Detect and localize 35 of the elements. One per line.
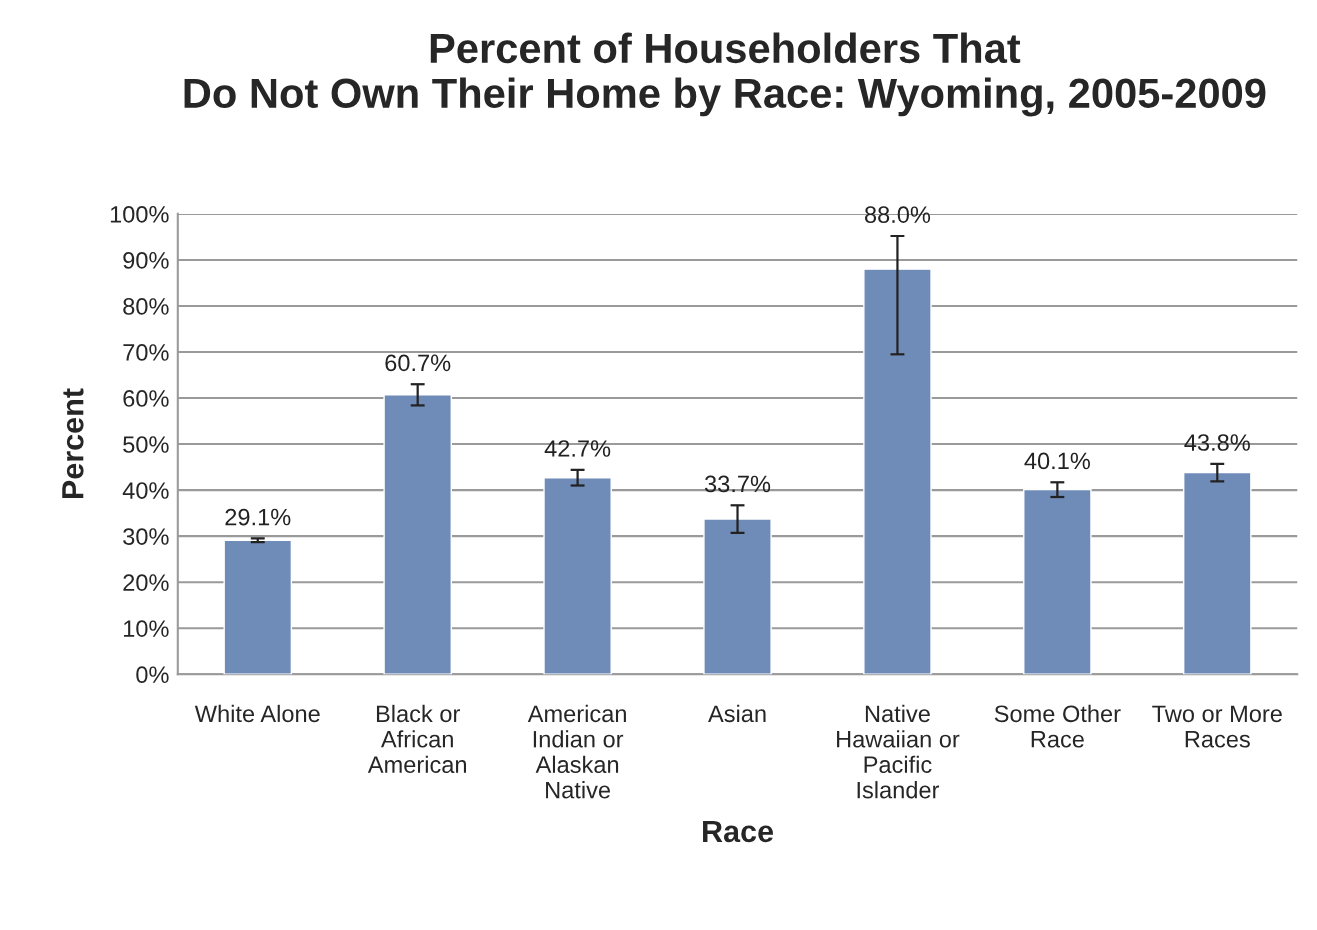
data-label: 42.7% — [544, 440, 611, 457]
bar — [223, 539, 293, 675]
bar — [703, 518, 772, 675]
bar — [863, 268, 932, 675]
x-tick-label: Two or More Races — [1152, 705, 1282, 748]
y-tick-label: 10% — [124, 620, 169, 637]
x-axis-title: Race — [703, 820, 773, 843]
y-tick-label: 80% — [123, 298, 169, 315]
bar — [1183, 471, 1252, 675]
data-label: 40.1% — [1024, 452, 1090, 470]
y-tick-label: 40% — [122, 482, 169, 499]
y-tick-label: 50% — [123, 436, 169, 453]
x-tick-label: Asian — [708, 704, 766, 723]
data-label: 60.7% — [385, 354, 451, 372]
y-tick-label: 0% — [136, 666, 169, 684]
y-tick-label: 90% — [123, 252, 169, 269]
x-tick-label: Some Other Race — [994, 704, 1121, 748]
y-tick-label: 30% — [123, 528, 169, 545]
x-tick-label: American Indian or Alaskan Native — [527, 704, 626, 799]
y-tick-label: 20% — [123, 574, 169, 591]
data-label: 29.1% — [225, 508, 291, 526]
x-tick-label: White Alone — [194, 704, 320, 723]
bar — [383, 394, 452, 675]
data-label: 88.0% — [864, 206, 931, 223]
bar — [1023, 488, 1092, 675]
bar — [543, 476, 612, 675]
y-tick-label: 70% — [123, 344, 169, 361]
x-tick-label: Native Hawaiian or Pacific Islander — [837, 704, 960, 799]
data-label: 43.8% — [1184, 434, 1250, 451]
y-tick-label: 60% — [123, 390, 169, 407]
data-label: 33.7% — [704, 475, 771, 493]
y-tick-label: 100% — [110, 205, 169, 223]
y-axis-title: Percent — [62, 388, 84, 499]
x-tick-label: Black or African American — [367, 704, 467, 774]
chart-title: Percent of Householders That Do Not Own Their Home by Race: Wyoming, 2005-2009 — [184, 32, 1266, 117]
